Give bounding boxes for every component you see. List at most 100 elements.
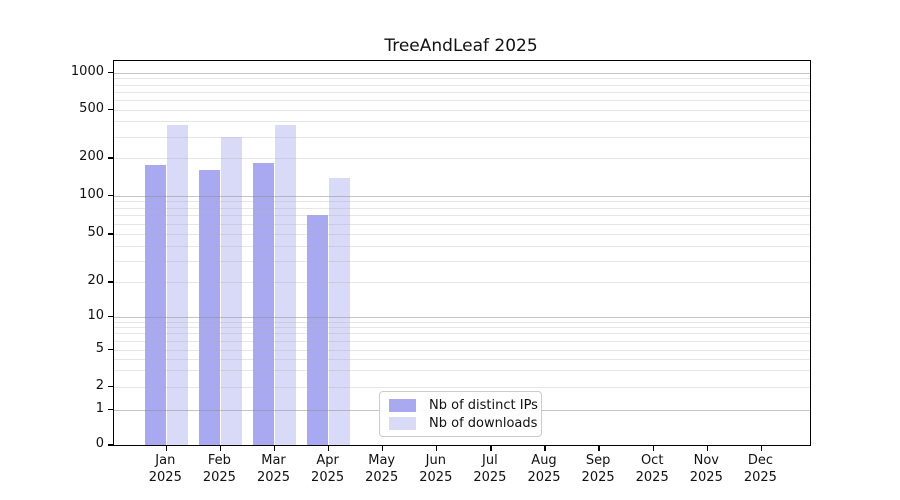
gridline-minor-400 <box>114 121 810 123</box>
x-tick-label-nov: Nov 2025 <box>674 452 738 486</box>
y-tick-mark-2 <box>107 385 113 388</box>
bar-distinct-ips-apr <box>306 215 329 445</box>
gridline-minor-9 <box>114 321 810 323</box>
x-tick-mark-mar <box>273 446 276 452</box>
x-tick-label-may: May 2025 <box>350 452 414 486</box>
y-tick-mark-10 <box>107 315 113 318</box>
x-tick-month: Dec <box>747 453 773 468</box>
x-tick-label-aug: Aug 2025 <box>512 452 576 486</box>
y-tick-label-2: 2 <box>95 377 104 393</box>
legend-item-distinct-ips: Nb of distinct IPs <box>389 397 538 415</box>
bar-distinct-ips-feb <box>198 170 220 445</box>
plot-area <box>107 60 811 452</box>
x-tick-label-jul: Jul 2025 <box>458 452 522 486</box>
bar-downloads-mar <box>275 124 297 445</box>
gridline-minor-3 <box>114 370 810 372</box>
x-tick-year: 2025 <box>635 470 669 485</box>
x-tick-year: 2025 <box>419 470 453 485</box>
x-tick-label-apr: Apr 2025 <box>296 452 360 486</box>
gridline-minor-6 <box>114 340 810 342</box>
legend-item-downloads: Nb of downloads <box>389 415 537 433</box>
gridline-minor-600 <box>114 99 810 101</box>
x-tick-label-sep: Sep 2025 <box>566 452 630 486</box>
gridline-minor-30 <box>114 260 810 262</box>
bar-downloads-apr <box>329 178 351 445</box>
legend: Nb of distinct IPs Nb of downloads <box>379 391 542 437</box>
gridline-major-10 <box>114 316 810 318</box>
x-tick-label-jun: Jun 2025 <box>404 452 468 486</box>
chart-title: TreeAndLeaf 2025 <box>384 36 538 56</box>
x-tick-month: Apr <box>316 453 339 468</box>
y-tick-label-1: 1 <box>95 400 104 416</box>
legend-swatch-distinct-ips <box>389 399 416 413</box>
y-tick-mark-500 <box>107 108 113 111</box>
gridline-minor-500 <box>114 109 810 111</box>
x-tick-month: Nov <box>693 453 719 468</box>
y-tick-mark-50 <box>107 233 113 235</box>
bar-downloads-jan <box>166 125 189 445</box>
x-tick-mark-sep <box>598 446 600 452</box>
x-tick-mark-apr <box>327 446 330 452</box>
y-tick-label-10: 10 <box>87 307 104 323</box>
y-tick-label-500: 500 <box>79 100 104 116</box>
gridline-major-1000 <box>114 72 810 74</box>
gridline-minor-4 <box>114 358 810 360</box>
legend-label-distinct-ips: Nb of distinct IPs <box>429 398 538 414</box>
x-tick-mark-jun <box>436 446 438 452</box>
gridline-minor-200 <box>114 158 810 159</box>
x-tick-year: 2025 <box>365 470 399 485</box>
x-tick-month: Aug <box>531 453 557 468</box>
y-tick-label-5: 5 <box>95 340 104 356</box>
gridline-minor-8 <box>114 327 810 329</box>
x-tick-label-dec: Dec 2025 <box>728 452 792 486</box>
y-tick-mark-20 <box>107 281 113 283</box>
bar-downloads-feb <box>220 137 243 445</box>
y-tick-mark-1 <box>107 408 113 411</box>
x-tick-label-mar: Mar 2025 <box>242 452 306 486</box>
gridline-minor-700 <box>114 91 810 93</box>
x-tick-year: 2025 <box>527 470 561 485</box>
x-tick-month: May <box>368 453 396 468</box>
gridline-minor-80 <box>114 207 810 209</box>
bar-distinct-ips-jan <box>144 165 166 445</box>
gridline-minor-40 <box>114 245 810 247</box>
legend-swatch-downloads <box>389 416 416 430</box>
y-tick-label-200: 200 <box>79 149 104 164</box>
y-tick-mark-1000 <box>107 72 113 74</box>
y-tick-label-100: 100 <box>79 186 104 202</box>
gridline-major-100 <box>114 195 810 197</box>
x-tick-mark-nov <box>706 446 708 452</box>
x-tick-year: 2025 <box>256 470 291 485</box>
gridline-minor-60 <box>114 223 810 225</box>
x-tick-year: 2025 <box>743 470 777 485</box>
gridline-minor-50 <box>114 234 810 235</box>
legend-label-downloads: Nb of downloads <box>429 415 538 431</box>
y-tick-label-0: 0 <box>95 436 104 451</box>
y-tick-mark-5 <box>107 348 113 351</box>
x-tick-mark-oct <box>652 446 654 452</box>
x-tick-year: 2025 <box>689 470 723 485</box>
x-tick-year: 2025 <box>311 470 345 485</box>
x-tick-month: Sep <box>585 453 611 468</box>
gridline-minor-800 <box>114 84 810 86</box>
y-tick-mark-0 <box>107 444 113 446</box>
x-tick-year: 2025 <box>148 470 182 485</box>
y-tick-mark-100 <box>107 194 113 197</box>
x-tick-month: Feb <box>207 453 231 468</box>
gridline-minor-90 <box>114 201 810 203</box>
gridline-minor-7 <box>114 333 810 335</box>
x-tick-month: Jan <box>155 453 176 468</box>
x-tick-month: Oct <box>640 453 664 468</box>
x-tick-label-oct: Oct 2025 <box>620 452 684 486</box>
x-tick-mark-feb <box>219 446 222 452</box>
gridline-minor-900 <box>114 78 810 80</box>
x-tick-month: Jul <box>482 453 498 468</box>
x-tick-year: 2025 <box>473 470 507 485</box>
y-tick-label-20: 20 <box>87 273 104 288</box>
x-tick-year: 2025 <box>581 470 615 485</box>
x-tick-label-jan: Jan 2025 <box>133 452 197 486</box>
gridline-minor-20 <box>114 282 810 283</box>
x-tick-mark-dec <box>760 446 763 452</box>
x-tick-mark-aug <box>544 446 546 452</box>
